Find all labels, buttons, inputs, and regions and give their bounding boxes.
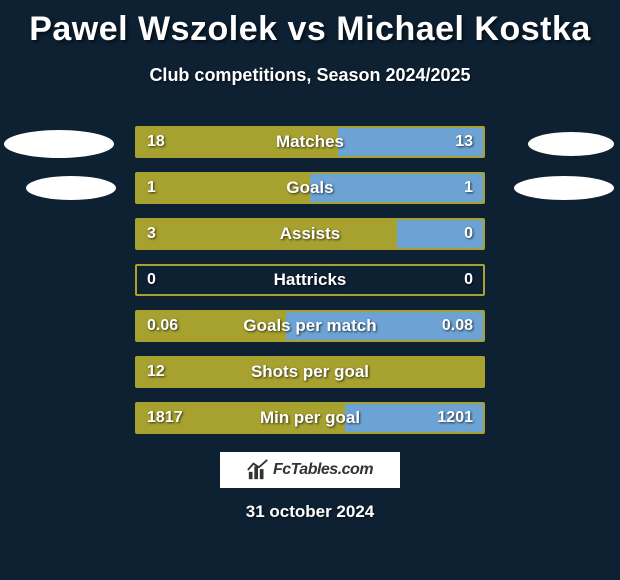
stat-value-right: 13: [455, 133, 473, 151]
stat-label: Matches: [137, 132, 483, 152]
comparison-chart: 18Matches131Goals13Assists00Hattricks00.…: [0, 126, 620, 434]
stat-label: Hattricks: [137, 270, 483, 290]
stat-value-right: 0: [464, 271, 473, 289]
chart-icon: [247, 459, 269, 481]
stat-value-right: 0: [464, 225, 473, 243]
stat-row: 1Goals1: [135, 172, 485, 204]
player-left-badge-2: [26, 176, 116, 200]
player-left-badge-1: [4, 130, 114, 158]
stat-row: 3Assists0: [135, 218, 485, 250]
player-right-badge-1: [528, 132, 614, 156]
stat-row: 0Hattricks0: [135, 264, 485, 296]
stat-row: 1817Min per goal1201: [135, 402, 485, 434]
stat-value-right: 0.08: [442, 317, 473, 335]
brand-logo: FcTables.com: [220, 452, 400, 488]
stat-label: Goals per match: [137, 316, 483, 336]
page-subtitle: Club competitions, Season 2024/2025: [0, 65, 620, 86]
bar-list: 18Matches131Goals13Assists00Hattricks00.…: [135, 126, 485, 434]
stat-label: Goals: [137, 178, 483, 198]
stat-row: 0.06Goals per match0.08: [135, 310, 485, 342]
stat-label: Assists: [137, 224, 483, 244]
page-title: Pawel Wszolek vs Michael Kostka: [0, 0, 620, 49]
stat-label: Shots per goal: [137, 362, 483, 382]
stat-row: 18Matches13: [135, 126, 485, 158]
player-right-badge-2: [514, 176, 614, 200]
stat-value-right: 1: [464, 179, 473, 197]
brand-text: FcTables.com: [273, 461, 373, 479]
stat-label: Min per goal: [137, 408, 483, 428]
stat-value-right: 1201: [437, 409, 473, 427]
footer-date: 31 october 2024: [0, 502, 620, 522]
stat-row: 12Shots per goal: [135, 356, 485, 388]
